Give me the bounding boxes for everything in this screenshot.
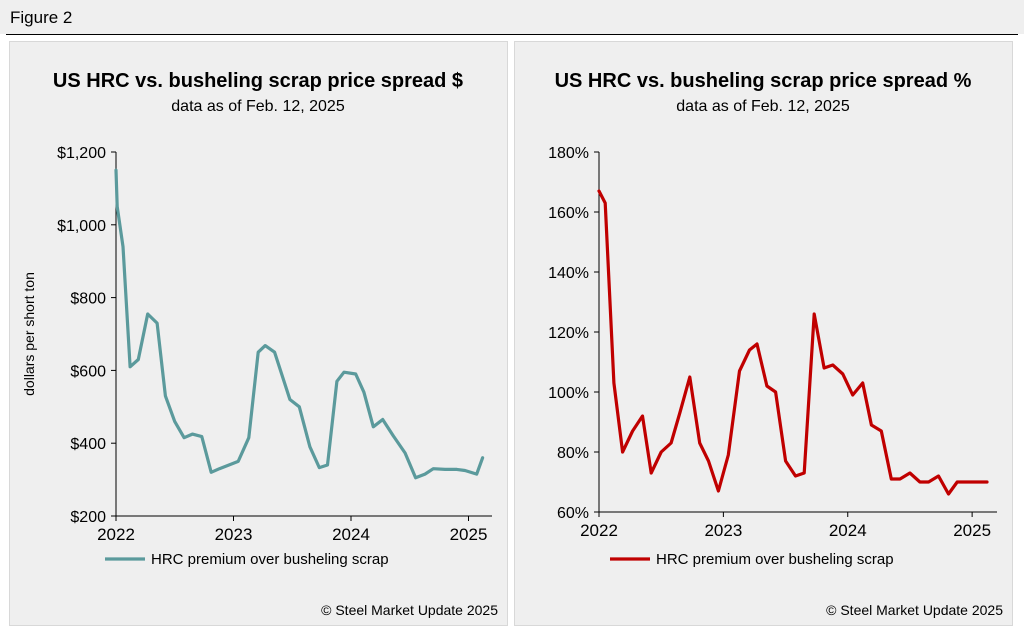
y-tick-label: 120% bbox=[548, 325, 589, 342]
y-tick-label: 60% bbox=[557, 505, 589, 522]
figure-label: Figure 2 bbox=[10, 8, 73, 27]
chart-subtitle: data as of Feb. 12, 2025 bbox=[171, 98, 345, 115]
legend-label: HRC premium over busheling scrap bbox=[656, 551, 894, 568]
legend-label: HRC premium over busheling scrap bbox=[151, 551, 389, 568]
chart-title: US HRC vs. busheling scrap price spread … bbox=[555, 70, 972, 92]
y-tick-label: 140% bbox=[548, 265, 589, 282]
y-tick-label: $600 bbox=[70, 363, 106, 380]
figure-header bbox=[0, 0, 1024, 34]
y-tick-label: 100% bbox=[548, 385, 589, 402]
chart-title: US HRC vs. busheling scrap price spread … bbox=[53, 70, 463, 92]
x-tick-label: 2023 bbox=[704, 521, 742, 540]
y-tick-label: $1,000 bbox=[57, 218, 106, 235]
chart-panel-dollar: US HRC vs. busheling scrap price spread … bbox=[9, 41, 508, 626]
source-note: © Steel Market Update 2025 bbox=[321, 602, 498, 618]
source-note: © Steel Market Update 2025 bbox=[826, 602, 1003, 618]
y-tick-label: $400 bbox=[70, 436, 106, 453]
x-tick-label: 2022 bbox=[97, 525, 135, 544]
x-tick-label: 2023 bbox=[215, 525, 253, 544]
y-tick-label: 180% bbox=[548, 145, 589, 162]
figure-rule bbox=[6, 34, 1018, 35]
x-tick-label: 2024 bbox=[829, 521, 867, 540]
x-tick-label: 2022 bbox=[580, 521, 618, 540]
series-line bbox=[114, 168, 485, 480]
y-axis-label: dollars per short ton bbox=[21, 272, 37, 396]
y-tick-label: 80% bbox=[557, 445, 589, 462]
y-tick-label: $800 bbox=[70, 291, 106, 308]
chart-percent-spread: US HRC vs. busheling scrap price spread … bbox=[548, 70, 1003, 618]
y-tick-label: $200 bbox=[70, 509, 106, 526]
chart-dollar-spread: US HRC vs. busheling scrap price spread … bbox=[21, 70, 498, 618]
y-tick-label: 160% bbox=[548, 205, 589, 222]
y-tick-label: $1,200 bbox=[57, 145, 106, 162]
x-tick-label: 2025 bbox=[953, 521, 991, 540]
x-tick-label: 2024 bbox=[332, 525, 370, 544]
x-tick-label: 2025 bbox=[450, 525, 488, 544]
chart-panel-percent: US HRC vs. busheling scrap price spread … bbox=[514, 41, 1013, 626]
chart-subtitle: data as of Feb. 12, 2025 bbox=[676, 98, 850, 115]
series-line bbox=[597, 189, 989, 496]
